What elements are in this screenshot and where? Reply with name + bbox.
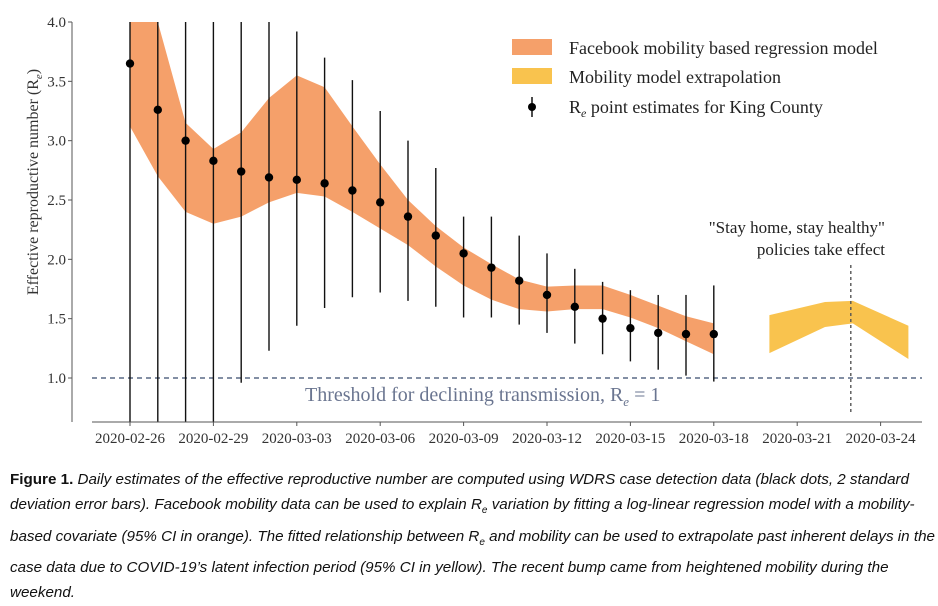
figure-caption: Figure 1. Daily estimates of the effecti… [10, 467, 935, 606]
x-tick-label: 2020-02-26 [95, 431, 165, 447]
point-estimate [542, 290, 552, 300]
point-estimate [320, 179, 329, 188]
caption-text-3: and mobility can be used to extrapolate … [10, 527, 935, 602]
legend-label: Mobility model extrapolation [569, 67, 781, 87]
point-estimate [431, 231, 440, 240]
caption-text-1: Daily estimates of the effective reprodu… [10, 471, 910, 514]
legend-label: Re point estimates for King County [569, 97, 823, 120]
policy-annotation-line-2: policies take effect [757, 240, 885, 259]
point-estimate [348, 186, 357, 195]
point-estimate [264, 173, 274, 182]
regression-band [130, 22, 714, 355]
x-tick-label: 2020-03-06 [345, 431, 415, 447]
y-tick-label: 4.0 [47, 15, 66, 31]
point-estimate [209, 156, 218, 166]
point-estimate [125, 59, 135, 68]
point-estimate [681, 329, 691, 339]
y-axis-label: Effective reproductive number (Re) [25, 69, 45, 295]
point-estimate [181, 136, 190, 145]
point-estimate [403, 212, 413, 221]
legend-point-icon [528, 103, 536, 111]
errorbars-layer [125, 22, 718, 422]
caption-re-1: Re [470, 496, 488, 517]
x-tick-label: 2020-03-24 [846, 431, 916, 447]
y-tick-label: 3.5 [47, 74, 66, 90]
point-estimate [376, 198, 385, 207]
y-tick-label: 1.0 [47, 371, 66, 387]
x-tick-label: 2020-03-18 [679, 431, 749, 447]
point-estimate [292, 175, 301, 185]
chart: Threshold for declining transmission, Re… [25, 15, 922, 447]
x-tick-label: 2020-03-12 [512, 431, 582, 447]
threshold-label: Threshold for declining transmission, Re… [305, 384, 660, 409]
legend: Facebook mobility based regression model… [512, 38, 878, 120]
point-estimate [515, 276, 524, 285]
axes: 1.0 1.5 2.0 2.5 3.0 3.5 4.0 2020-02-26 2020-02-2… [25, 15, 922, 447]
caption-text-2: variation by fitting a log-linear regres… [10, 496, 915, 545]
y-tick-label: 3.0 [47, 134, 66, 150]
annotations-layer: "Stay home, stay healthy" policies take e… [709, 218, 886, 259]
point-estimate [237, 167, 246, 176]
legend-label: Facebook mobility based regression model [569, 38, 878, 58]
x-tick-label: 2020-02-29 [178, 431, 248, 447]
point-estimate [459, 249, 468, 258]
legend-swatch-extrapolation [512, 68, 552, 84]
point-estimate [487, 263, 496, 272]
y-tick-label: 1.5 [47, 312, 66, 328]
x-tick-label: 2020-03-15 [595, 431, 665, 447]
x-tick-label: 2020-03-09 [429, 431, 499, 447]
caption-re-2: Re [468, 527, 485, 548]
point-estimate [570, 302, 579, 311]
bands-layer [130, 22, 909, 360]
x-tick-label: 2020-03-03 [262, 431, 332, 447]
reference-lines-layer: Threshold for declining transmission, Re… [92, 265, 922, 415]
point-estimate [654, 328, 663, 338]
point-estimate [709, 329, 718, 339]
y-tick-label: 2.5 [47, 193, 66, 209]
x-tick-label: 2020-03-21 [762, 431, 832, 447]
extrapolation-band [769, 300, 909, 360]
legend-swatch-regression [512, 39, 552, 55]
y-tick-label: 2.0 [47, 252, 66, 268]
caption-label: Figure 1. [10, 471, 74, 488]
policy-annotation-line-1: "Stay home, stay healthy" [709, 218, 885, 237]
point-estimate [598, 314, 607, 323]
point-estimate [153, 105, 162, 115]
point-estimate [626, 323, 635, 333]
